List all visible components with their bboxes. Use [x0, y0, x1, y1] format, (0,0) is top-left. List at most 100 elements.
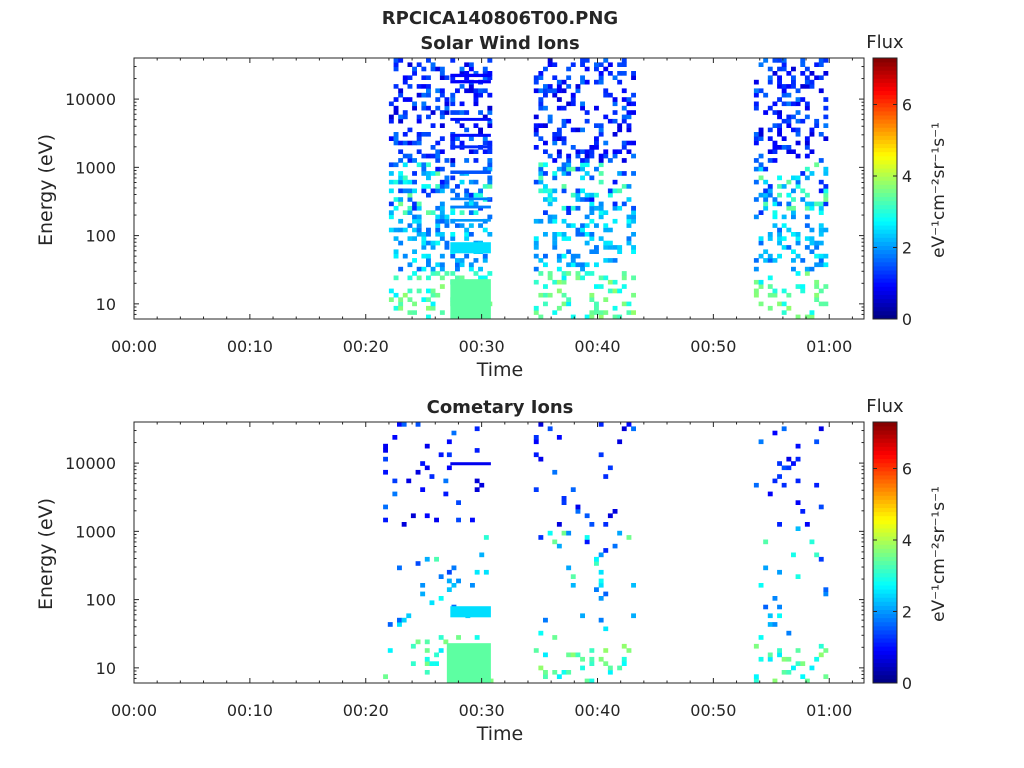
heatmap-cell: [598, 62, 604, 67]
heatmap-cell: [626, 310, 632, 315]
heatmap-cell: [552, 236, 558, 241]
heatmap-cell: [464, 158, 470, 163]
colorbar-step: [873, 495, 897, 500]
heatmap-cell: [473, 271, 479, 276]
heatmap-cell: [398, 201, 404, 207]
heatmap-cell: [621, 656, 627, 662]
heatmap-cell: [777, 84, 782, 89]
heatmap-cell: [818, 188, 824, 194]
heatmap-cell: [482, 258, 488, 263]
heatmap-cell: [552, 214, 558, 220]
heatmap-cell: [603, 258, 609, 263]
heatmap-cell: [552, 188, 558, 194]
heatmap-cell: [598, 656, 604, 662]
heatmap-cell: [575, 149, 581, 154]
heatmap-cell: [552, 218, 558, 224]
heatmap-cell: [416, 201, 422, 207]
heatmap-cell: [561, 205, 567, 211]
heatmap-cell: [552, 140, 558, 146]
heatmap-cell: [388, 288, 394, 294]
colorbar-step: [873, 430, 897, 435]
heatmap-cell: [552, 136, 558, 141]
heatmap-cell: [450, 110, 456, 115]
heatmap-cell: [421, 66, 427, 72]
heatmap-cell: [543, 149, 548, 154]
heatmap-cell: [598, 75, 604, 80]
heatmap-cell: [487, 92, 493, 98]
heatmap-cell: [777, 175, 782, 181]
heatmap-cell: [753, 678, 759, 684]
y-tick-label: 100: [85, 227, 116, 246]
heatmap-cell: [487, 271, 493, 276]
colorbar-step: [873, 519, 897, 525]
heatmap-cell: [552, 310, 558, 315]
heatmap-cell: [421, 132, 427, 137]
colorbar-step: [873, 454, 897, 460]
y-tick-label: 10000: [65, 454, 116, 473]
heatmap-cell: [533, 439, 539, 445]
colorbar-step: [873, 261, 897, 267]
heatmap-cell: [584, 110, 590, 115]
heatmap-cell: [556, 105, 562, 111]
heatmap-cell: [421, 75, 427, 80]
heatmap-cell: [631, 218, 636, 224]
heatmap-cell: [584, 197, 590, 202]
heatmap-cell: [795, 648, 801, 653]
colorbar-step: [873, 237, 897, 242]
heatmap-cell: [804, 266, 810, 272]
colorbar-step: [873, 613, 897, 619]
y-tick-label: 10: [96, 659, 116, 678]
heatmap-cell: [416, 114, 422, 120]
heatmap-cell: [763, 197, 769, 202]
heatmap-cell: [446, 578, 452, 584]
heatmap-cell: [570, 223, 576, 228]
heatmap-cell: [407, 236, 413, 241]
heatmap-cell: [795, 456, 801, 462]
heatmap-cell: [753, 197, 759, 202]
heatmap-cell: [818, 227, 824, 233]
heatmap-cell: [543, 88, 548, 94]
heatmap-cell: [387, 622, 393, 627]
heatmap-cell: [758, 583, 764, 588]
heatmap-cell: [603, 92, 609, 98]
heatmap-cell: [426, 262, 431, 268]
band-cell: [450, 117, 491, 121]
band-cell: [450, 80, 491, 84]
x-tick-label: 00:20: [343, 337, 389, 356]
heatmap-cell: [598, 153, 604, 159]
heatmap-cell: [753, 79, 759, 85]
heatmap-cell: [444, 75, 450, 80]
heatmap-cell: [781, 236, 787, 241]
heatmap-cell: [552, 158, 558, 163]
colorbar-step: [873, 253, 897, 259]
heatmap-cell: [818, 210, 824, 215]
heatmap-cell: [763, 201, 769, 207]
heatmap-cell: [561, 171, 567, 176]
heatmap-cell: [589, 661, 595, 666]
heatmap-cell: [570, 574, 576, 579]
heatmap-cell: [416, 205, 422, 211]
heatmap-cell: [410, 661, 416, 666]
heatmap-cell: [383, 674, 388, 679]
heatmap-cell: [804, 84, 810, 89]
colorbar-step: [873, 294, 897, 300]
colorbar-step: [873, 629, 897, 635]
heatmap-cell: [580, 175, 585, 181]
heatmap-cell: [791, 127, 796, 133]
heatmap-cell: [401, 422, 407, 427]
heatmap-cell: [438, 648, 444, 653]
colorbar-step: [873, 115, 897, 120]
colorbar-step: [873, 265, 897, 271]
heatmap-cell: [468, 201, 474, 207]
heatmap-cell: [767, 75, 773, 80]
heatmap-cell: [434, 652, 439, 658]
heatmap-cell: [426, 175, 431, 181]
heatmap-cell: [455, 110, 460, 115]
heatmap-cell: [450, 188, 456, 194]
heatmap-cell: [543, 188, 548, 194]
heatmap-cell: [561, 118, 567, 124]
heatmap-cell: [823, 71, 829, 76]
heatmap-cell: [631, 214, 636, 220]
heatmap-cell: [393, 58, 399, 63]
heatmap-cell: [589, 314, 595, 320]
